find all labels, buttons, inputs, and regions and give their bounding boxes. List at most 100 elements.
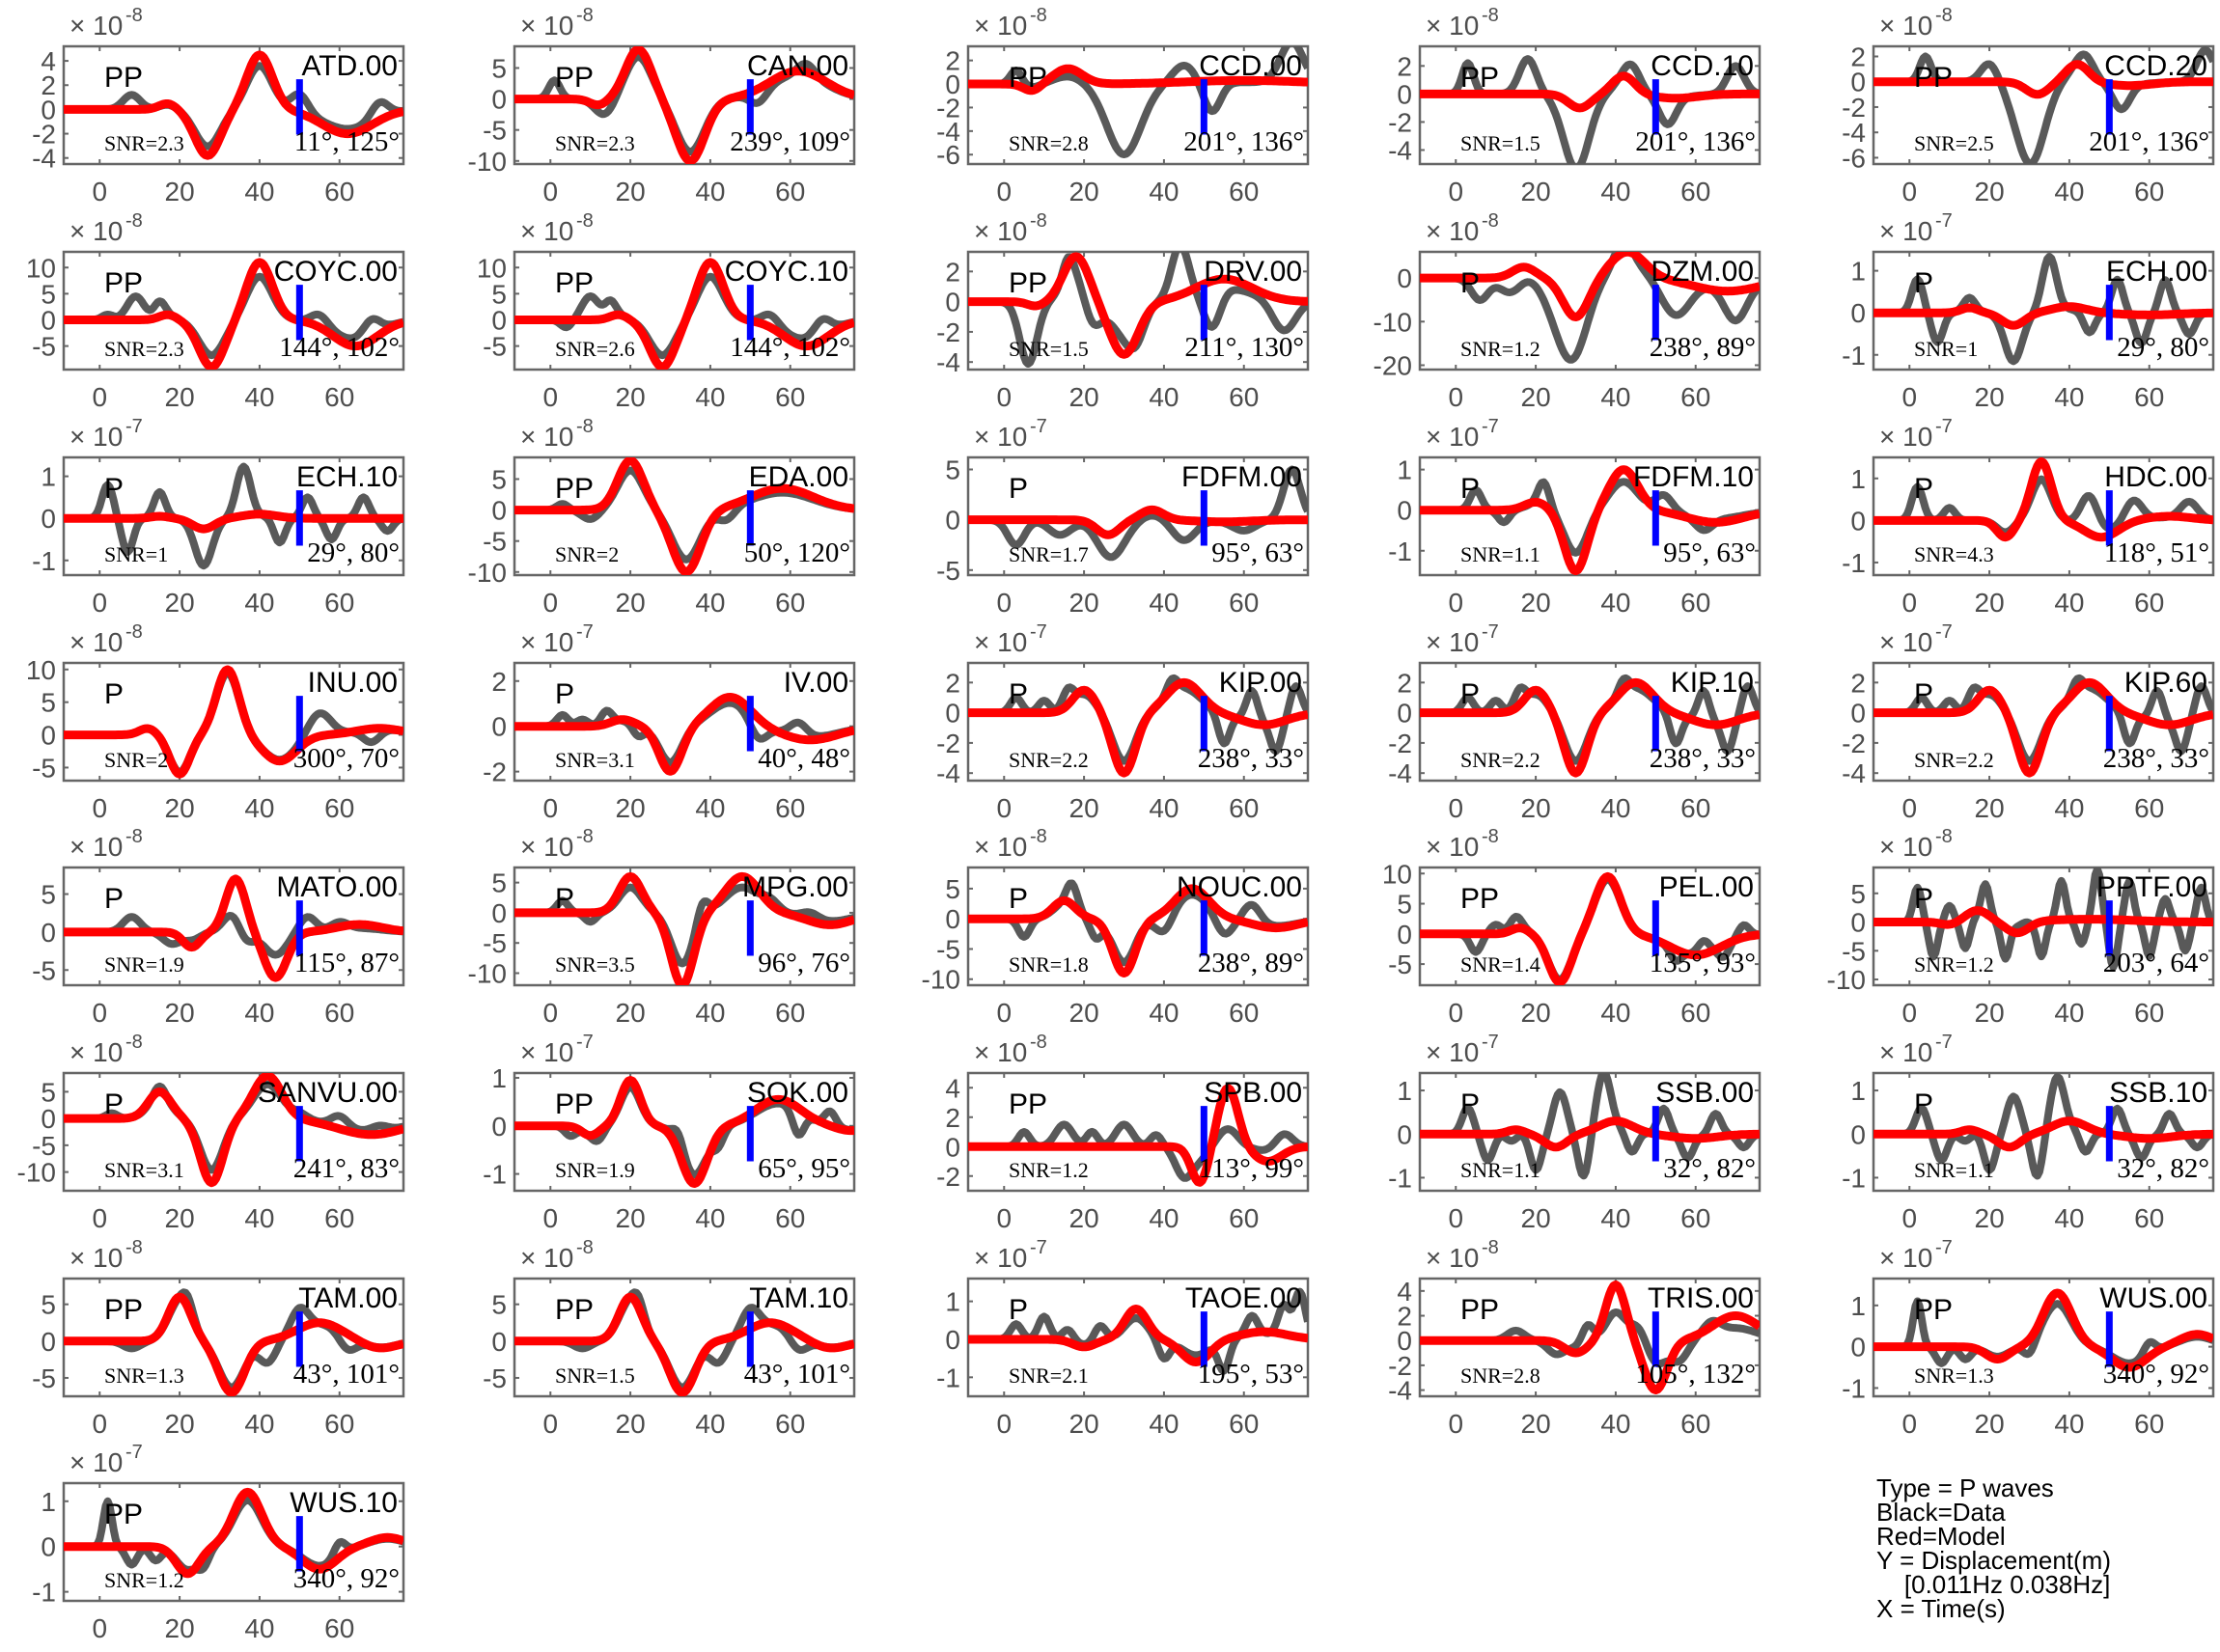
exponent-power: -7	[576, 621, 594, 643]
snr-label: SNR=2.2	[1009, 748, 1089, 772]
phase-label: PP	[1460, 62, 1499, 94]
axes-box	[62, 1481, 405, 1603]
exponent-power: -8	[1030, 1032, 1047, 1053]
model-trace	[968, 884, 1308, 977]
model-trace	[64, 509, 403, 534]
snr-label: SNR=2.6	[555, 337, 635, 361]
axes-box	[1418, 44, 1762, 166]
exponent-base: × 10	[1879, 1037, 1932, 1067]
x-tick-label: 60	[1680, 177, 1710, 206]
station-label: WUS.10	[290, 1487, 398, 1519]
y-tick-label: -10	[468, 558, 507, 588]
angles-label: 118°, 51°	[2104, 537, 2209, 568]
x-tick-label: 0	[996, 793, 1012, 823]
legend-line-data: Black=Data	[1876, 1498, 2006, 1527]
axes-box	[966, 661, 1310, 783]
axes-box	[1418, 250, 1762, 372]
y-tick-label: 10	[1382, 859, 1412, 889]
axes-box	[966, 250, 1310, 372]
x-tick-label: 40	[1600, 1203, 1630, 1233]
x-tick-label: 20	[1521, 177, 1551, 206]
y-tick-label: 0	[1397, 263, 1412, 293]
x-tick-label: 0	[1901, 793, 1917, 823]
y-tick-label: 0	[491, 305, 507, 335]
angles-label: 32°, 82°	[2117, 1153, 2209, 1184]
x-tick-label: 20	[616, 998, 646, 1028]
angles-label: 340°, 92°	[2103, 1359, 2209, 1390]
exponent-base: × 10	[974, 1037, 1027, 1067]
y-tick-label: 1	[1850, 1291, 1866, 1321]
subplot-iv-00: 0 20 40 60 -2 0 2 × 10 -7 P IV.00 SNR=3.1 40°, 48°	[483, 621, 856, 823]
station-label: EDA.00	[749, 461, 848, 493]
y-tick-label: 0	[41, 1327, 56, 1357]
model-trace	[64, 665, 403, 779]
y-tick-label: 10	[26, 655, 56, 685]
exponent-base: × 10	[1426, 627, 1479, 657]
y-tick-label: -5	[483, 332, 507, 362]
station-label: SOK.00	[747, 1077, 848, 1109]
x-tick-label: 40	[1149, 1203, 1179, 1233]
data-trace	[1873, 867, 2213, 972]
station-label: ECH.00	[2106, 256, 2207, 288]
exponent-base: × 10	[1879, 832, 1932, 862]
exponent-power: -7	[1030, 416, 1047, 437]
y-tick-label: 0	[41, 1104, 56, 1134]
exponent-base: × 10	[1426, 422, 1479, 452]
snr-label: SNR=1.2	[104, 1568, 184, 1592]
station-label: PEL.00	[1659, 871, 1754, 903]
subplot-wus-10: 0 20 40 60 -1 0 1 × 10 -7 PP WUS.10 SNR=1.2 340°, 92…	[32, 1442, 405, 1643]
x-tick-label: 0	[996, 998, 1012, 1028]
x-tick-label: 60	[2134, 998, 2164, 1028]
x-tick-label: 60	[2134, 1203, 2164, 1233]
phase-label: P	[104, 883, 124, 915]
x-tick-label: 40	[695, 177, 725, 206]
x-tick-label: 20	[616, 382, 646, 412]
model-trace	[968, 252, 1308, 359]
x-tick-label: 40	[2054, 1409, 2084, 1439]
subplot-ech-10: 0 20 40 60 -1 0 1 × 10 -7 P ECH.10 SNR=1 29°, 80°	[32, 416, 405, 618]
model-trace	[968, 64, 1308, 96]
legend-line-band: [0.011Hz 0.038Hz]	[1876, 1570, 2111, 1599]
snr-label: SNR=2.8	[1009, 131, 1089, 155]
x-tick-label: 0	[92, 793, 107, 823]
axes-box	[966, 1071, 1310, 1193]
x-tick-label: 60	[324, 1409, 354, 1439]
subplot-ssb-10: 0 20 40 60 -1 0 1 × 10 -7 P SSB.10 SNR=1.1 32°, 82°	[1842, 1032, 2215, 1233]
y-tick-label: 2	[1397, 1302, 1412, 1332]
x-tick-label: 60	[775, 998, 805, 1028]
angles-label: 40°, 48°	[758, 743, 850, 774]
y-tick-label: -5	[483, 928, 507, 958]
exponent-power: -7	[1482, 621, 1499, 643]
y-tick-label: -5	[32, 753, 56, 783]
phase-label: P	[1009, 883, 1028, 915]
axes-box	[513, 250, 856, 372]
y-tick-label: -2	[483, 757, 507, 787]
x-tick-label: 60	[1680, 1409, 1710, 1439]
station-label: TRIS.00	[1648, 1282, 1754, 1314]
station-label: SANVU.00	[258, 1077, 398, 1109]
x-tick-label: 20	[616, 177, 646, 206]
model-trace	[1420, 465, 1760, 575]
angles-label: 211°, 130°	[1184, 332, 1304, 363]
y-tick-label: -1	[1388, 537, 1412, 566]
y-tick-label: 2	[1850, 668, 1866, 698]
x-tick-label: 40	[244, 1613, 274, 1643]
phase-label: PP	[1009, 267, 1047, 299]
model-trace	[968, 505, 1308, 539]
exponent-power: -8	[1935, 826, 1953, 847]
x-tick-label: 40	[695, 1409, 725, 1439]
y-tick-label: 2	[945, 1103, 960, 1133]
snr-label: SNR=2.1	[1009, 1363, 1089, 1388]
angles-label: 238°, 33°	[2103, 743, 2209, 774]
y-tick-label: 0	[491, 85, 507, 115]
exponent-power: -7	[1935, 621, 1953, 643]
exponent-base: × 10	[1879, 627, 1932, 657]
snr-label: SNR=1.2	[1914, 952, 1994, 977]
exponent-base: × 10	[69, 832, 123, 862]
angles-label: 29°, 80°	[2117, 332, 2209, 363]
y-tick-label: -2	[936, 317, 960, 347]
